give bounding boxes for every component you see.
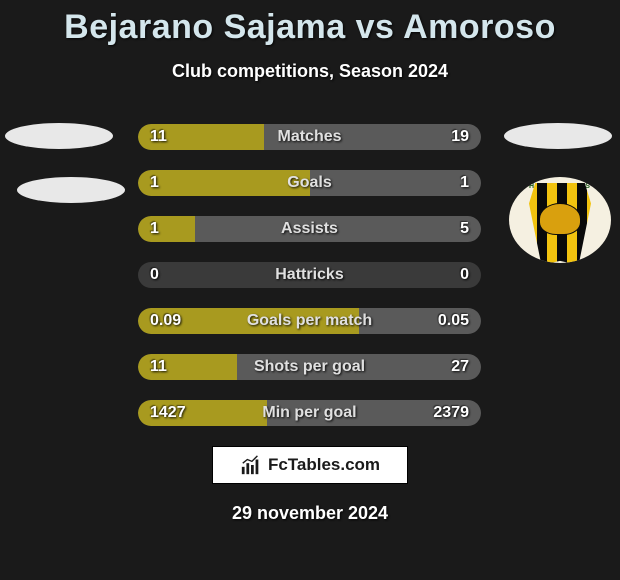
club-badge: HE STRONGES — [509, 177, 611, 263]
value-left: 11 — [150, 354, 167, 380]
stat-label: Shots per goal — [138, 354, 481, 380]
stat-row: Assists1 5 — [138, 216, 481, 242]
value-right: 19 — [451, 124, 469, 150]
stat-label: Assists — [138, 216, 481, 242]
stat-row: Shots per goal11 27 — [138, 354, 481, 380]
page-title: Bejarano Sajama vs Amoroso — [0, 8, 620, 47]
stat-label: Matches — [138, 124, 481, 150]
value-right: 2379 — [433, 400, 469, 426]
value-left: 0 — [150, 262, 159, 288]
stat-row: Hattricks0 0 — [138, 262, 481, 288]
brand-chart-icon — [240, 454, 262, 476]
value-left: 0.09 — [150, 308, 181, 334]
stat-label: Hattricks — [138, 262, 481, 288]
player-left-ellipse-1 — [5, 123, 113, 149]
brand-text: FcTables.com — [268, 455, 380, 475]
brand-badge: FcTables.com — [212, 446, 408, 484]
value-right: 5 — [460, 216, 469, 242]
subtitle: Club competitions, Season 2024 — [0, 61, 620, 82]
player-left-ellipse-2 — [17, 177, 125, 203]
value-right: 0.05 — [438, 308, 469, 334]
value-left: 11 — [150, 124, 167, 150]
value-left: 1427 — [150, 400, 186, 426]
stat-row: Goals1 1 — [138, 170, 481, 196]
date-text: 29 november 2024 — [0, 503, 620, 524]
value-right: 1 — [460, 170, 469, 196]
value-left: 1 — [150, 216, 159, 242]
value-left: 1 — [150, 170, 159, 196]
stat-label: Min per goal — [138, 400, 481, 426]
stat-row: Matches11 19 — [138, 124, 481, 150]
stat-label: Goals — [138, 170, 481, 196]
stat-row: Min per goal1427 2379 — [138, 400, 481, 426]
player-right-ellipse — [504, 123, 612, 149]
stat-row: Goals per match0.09 0.05 — [138, 308, 481, 334]
value-right: 27 — [451, 354, 469, 380]
tiger-icon — [539, 203, 581, 235]
value-right: 0 — [460, 262, 469, 288]
stats-chart: Matches1119Goals11Assists15Hattricks00Go… — [138, 124, 481, 446]
stat-label: Goals per match — [138, 308, 481, 334]
